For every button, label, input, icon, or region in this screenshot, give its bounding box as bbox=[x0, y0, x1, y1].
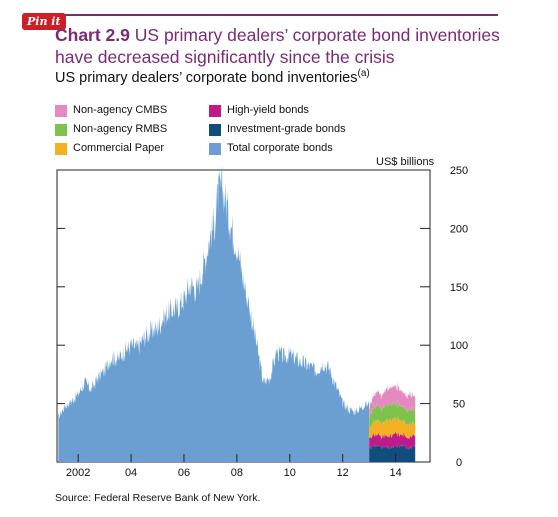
y-tick-label: 200 bbox=[450, 223, 468, 235]
source-note: Source: Federal Reserve Bank of New York… bbox=[55, 492, 261, 504]
x-tick-label: 2002 bbox=[66, 467, 90, 479]
area-commercial-paper bbox=[369, 415, 416, 440]
y-tick-label: 250 bbox=[450, 165, 468, 177]
area-total-corporate-bonds bbox=[58, 165, 370, 462]
area-nonagency-rmbs bbox=[369, 399, 416, 430]
y-tick-label: 50 bbox=[453, 399, 465, 411]
legend-swatch-commercial-paper bbox=[55, 143, 67, 155]
legend-swatch-high-yield bbox=[209, 105, 221, 117]
x-tick-label: 08 bbox=[231, 467, 243, 479]
x-tick-label: 12 bbox=[337, 467, 349, 479]
y-tick-label: 0 bbox=[456, 457, 462, 469]
top-rule bbox=[40, 14, 498, 16]
subtitle-footnote-marker: (a) bbox=[357, 68, 370, 79]
legend-label: Total corporate bonds bbox=[227, 142, 333, 154]
legend-swatch-nonagency-rmbs bbox=[55, 124, 67, 136]
legend-swatch-total bbox=[209, 143, 221, 155]
chart-number: Chart 2.9 bbox=[55, 25, 130, 45]
y-tick-label: 100 bbox=[450, 340, 468, 352]
area-high-yield bbox=[369, 431, 416, 450]
legend-swatch-investment-grade bbox=[209, 124, 221, 136]
legend-label: Non-agency CMBS bbox=[73, 104, 168, 116]
x-tick-label: 10 bbox=[284, 467, 296, 479]
legend-label: Commercial Paper bbox=[73, 142, 165, 154]
chart-subtitle-text: US primary dealers’ corporate bond inven… bbox=[55, 69, 358, 86]
x-tick-label: 14 bbox=[389, 467, 401, 479]
chart-title-text: US primary dealers’ corporate bond inven… bbox=[55, 25, 500, 67]
x-tick-label: 04 bbox=[125, 467, 137, 479]
area-nonagency-cmbs bbox=[369, 381, 416, 419]
legend-swatch-nonagency-cmbs bbox=[55, 105, 67, 117]
y-axis-units: US$ billions bbox=[376, 156, 435, 168]
chart-subtitle: US primary dealers’ corporate bond inven… bbox=[55, 68, 370, 86]
legend-label: Non-agency RMBS bbox=[73, 123, 168, 135]
x-tick-label: 06 bbox=[178, 467, 190, 479]
chart-title: Chart 2.9 US primary dealers’ corporate … bbox=[55, 24, 535, 68]
legend-label: High-yield bonds bbox=[227, 104, 309, 116]
y-tick-label: 150 bbox=[450, 282, 468, 294]
legend-label: Investment-grade bonds bbox=[227, 123, 346, 135]
area-investment-grade bbox=[369, 444, 416, 462]
pin-it-button[interactable]: Pin it bbox=[22, 13, 66, 30]
